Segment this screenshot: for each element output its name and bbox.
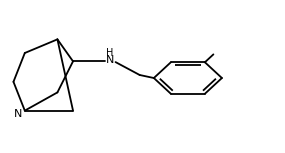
Text: N: N: [14, 109, 23, 119]
Text: N: N: [106, 55, 114, 65]
Text: H: H: [106, 48, 113, 58]
